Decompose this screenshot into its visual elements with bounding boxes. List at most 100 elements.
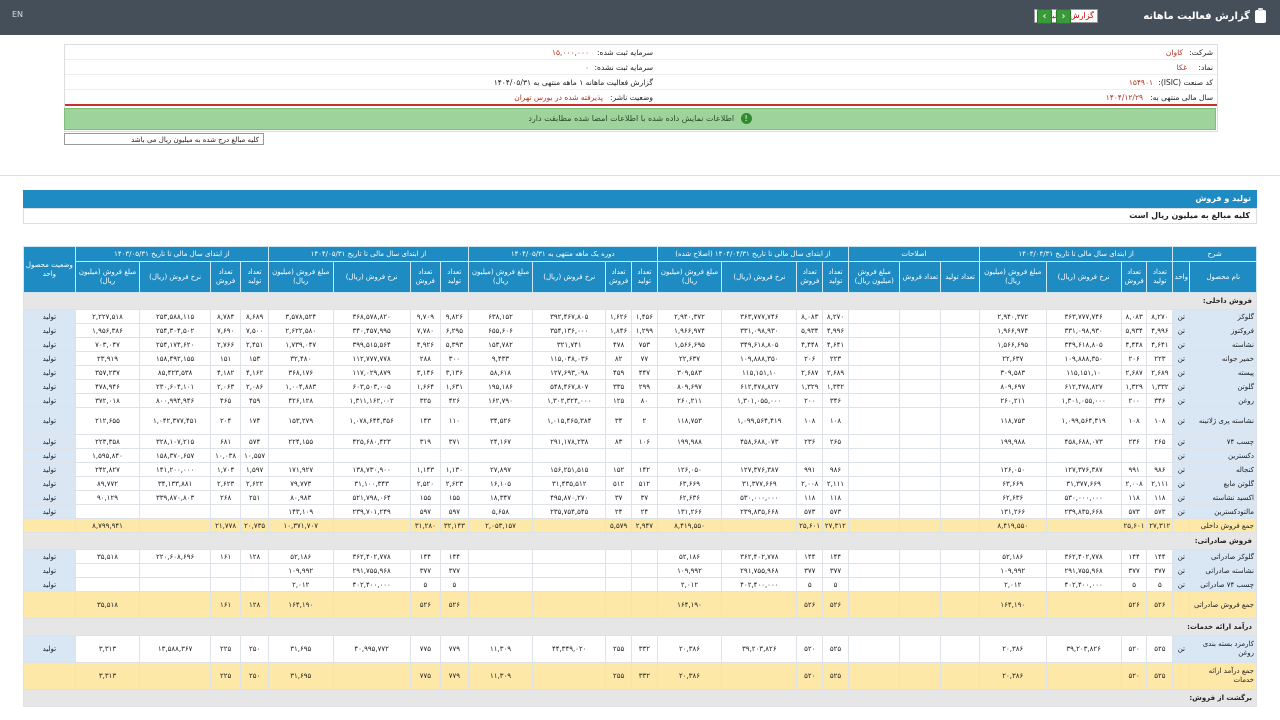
table-cell <box>847 462 901 477</box>
table-cell: ۱۱,۳۰۹ <box>467 662 534 690</box>
table-cell: ۳۷۷ <box>1120 563 1148 578</box>
table-row: گلوتن تن ۱,۳۳۲ ۱,۳۲۹ ۶۱۲,۴۷۸,۸۲۷ ۸۰۹,۶۹۷ ۱,۳۳۲… <box>23 379 1257 394</box>
table-cell: ۴۲۶ <box>439 393 469 408</box>
table-cell: ۳۷۱ <box>439 434 469 449</box>
table-cell <box>847 635 901 663</box>
table-cell <box>467 563 534 578</box>
capital-registered-label: سرمایه ثبت شده: <box>597 48 653 57</box>
table-cell <box>899 337 942 352</box>
table-cell: ۲۰,۷۳۵ <box>240 518 270 533</box>
header-period1: از ابتدای سال مالی تا تاریخ ۱۴۰۴/۰۴/۳۱ <box>978 246 1174 262</box>
table-cell <box>332 518 411 533</box>
table-cell: ۵۲۵ <box>1146 662 1174 690</box>
product-name: چسب ۷۴ صادراتی <box>1189 577 1257 592</box>
table-cell: ۲۱۲,۶۵۵ <box>74 407 141 435</box>
table-cell: ۳۲۱,۷۴۱ <box>532 337 607 352</box>
table-cell: ۳۴۹,۶۱۸,۸۰۵ <box>721 337 798 352</box>
column-header: تعداد فروش <box>1120 261 1148 293</box>
product-name: فروکتوز <box>1189 323 1257 338</box>
table-cell: ۱۱۸ <box>796 490 824 505</box>
column-header: مبلغ فروش (میلیون ریال) <box>467 261 534 293</box>
table-cell: ۴۵۹ <box>240 393 270 408</box>
table-cell: ۱۱۸ <box>1146 490 1174 505</box>
table-cell: ۱۳۱,۲۶۶ <box>978 504 1047 519</box>
table-cell: ۲۲۳,۳۵۸ <box>74 434 141 449</box>
table-cell: ۴,۱۸۲ <box>210 365 242 380</box>
table-cell: ۸,۲۷۰ <box>1146 309 1174 324</box>
product-status <box>23 591 76 619</box>
table-cell: ۳۵۷,۲۳۷ <box>74 365 141 380</box>
table-cell <box>139 504 212 519</box>
table-cell: ۲۵,۶۰۱ <box>796 518 824 533</box>
info-row: کد صنعت (ISIC): ۱۵۴۹۰۱ گزارش فعالیت ماها… <box>65 75 1217 90</box>
table-cell: ۱,۳۲۹ <box>796 379 824 394</box>
table-cell: ۱۰۸ <box>1146 407 1174 435</box>
table-row: خمیر جوانه تن ۲۲۳ ۲۰۶ ۱۰۹,۸۸۸,۳۵۰ ۲۲,۶۳۷ ۲۲۳ ۲۰… <box>23 351 1257 366</box>
language-toggle[interactable]: EN <box>12 10 24 19</box>
table-cell: ۵ <box>409 577 441 592</box>
table-cell: ۱۰۸ <box>1120 407 1148 435</box>
table-cell: ۱۴۴ <box>409 549 441 564</box>
table-cell <box>899 518 942 533</box>
table-cell: ۶۳,۶۶۹ <box>978 476 1047 491</box>
table-cell <box>940 434 980 449</box>
table-cell: ۳۶۳,۷۷۷,۷۴۶ <box>721 309 798 324</box>
table-cell: ۵۲۶ <box>822 591 849 619</box>
table-cell <box>1045 518 1122 533</box>
info-row: شرکت: کاوان سرمایه ثبت شده: ۱۵,۰۰۰,۰۰۰ <box>65 45 1217 60</box>
table-cell: ۱۶۱ <box>210 591 242 619</box>
table-cell: ۵۷۳ <box>796 504 824 519</box>
table-cell: ۵۷۳ <box>822 504 849 519</box>
table-cell <box>899 563 942 578</box>
table-cell: ۹,۷۰۹ <box>409 309 441 324</box>
table-cell: ۵۲۰ <box>1120 635 1148 663</box>
product-name: گلوتن <box>1189 379 1257 394</box>
table-cell: ۲۴ <box>630 504 658 519</box>
table-cell <box>532 591 607 619</box>
table-cell: ۳۷ <box>605 490 632 505</box>
table-cell <box>847 563 901 578</box>
product-unit: تن <box>1172 563 1191 578</box>
clipboard-icon <box>1255 8 1266 23</box>
table-cell: ۸۰۹,۶۹۷ <box>978 379 1047 394</box>
column-header: نام محصول <box>1189 261 1257 293</box>
table-cell: ۲۵۵ <box>605 635 632 663</box>
company-label: شرکت: <box>1189 48 1213 57</box>
table-cell: ۸۵,۴۲۳,۵۳۸ <box>139 365 212 380</box>
table-cell: ۲,۰۸۶ <box>240 379 270 394</box>
table-cell: ۵ <box>439 577 469 592</box>
table-cell: ۲,۹۴۷ <box>630 518 658 533</box>
product-unit: تن <box>1172 549 1191 564</box>
table-row: گلوکز تن ۸,۲۷۰ ۸,۰۸۳ ۳۶۳,۷۷۷,۷۴۶ ۲,۹۴۰,۳۷۲ ۸,۲… <box>23 309 1257 324</box>
table-cell: ۴۴۷ <box>630 365 658 380</box>
table-cell <box>847 351 901 366</box>
table-cell: ۲۳۹,۸۳۵,۶۶۸ <box>721 504 798 519</box>
table-cell: ۱۷۴ <box>240 407 270 435</box>
product-status: تولید <box>23 434 76 449</box>
table-cell: ۱,۷۳۹,۰۴۷ <box>268 337 334 352</box>
table-cell: ۱۱۰ <box>439 407 469 435</box>
table-row: نشاسته تن ۴,۶۴۱ ۴,۴۴۸ ۳۴۹,۶۱۸,۸۰۵ ۱,۵۶۶,۶۹۵ ۴,… <box>23 337 1257 352</box>
header-desc: شرح <box>1172 246 1257 262</box>
table-cell <box>899 351 942 366</box>
table-cell <box>899 323 942 338</box>
table-cell: ۲۵۴,۱۷۴,۶۲۰ <box>139 337 212 352</box>
table-row: نشاسته پری ژلاتینه تن ۱۰۸ ۱۰۸ ۱,۰۹۹,۵۶۴,۴۱۹ ۱… <box>23 407 1257 435</box>
next-button[interactable]: › <box>1056 9 1071 24</box>
amount-note-field[interactable]: کلیه مبالغ درج شده به میلیون ریال می باش… <box>64 133 264 145</box>
total-row: جمع فروش داخلی ۲۷,۳۱۲ ۲۵,۶۰۱ ۸,۴۱۹,۵۵۰ ۲۷,۳۱… <box>23 518 1257 533</box>
table-cell: ۱,۰۹۹,۵۶۴,۴۱۹ <box>1045 407 1122 435</box>
table-cell: ۴۲۶,۱۲۸ <box>268 393 334 408</box>
table-cell: ۲۳۶ <box>796 434 824 449</box>
table-cell <box>940 635 980 663</box>
column-header: نرخ فروش (ریال) <box>332 261 411 293</box>
product-status: تولید <box>23 407 76 435</box>
prev-button[interactable]: ‹ <box>1037 9 1052 24</box>
table-cell <box>439 448 469 463</box>
table-cell: ۱۹۹,۹۸۸ <box>656 434 723 449</box>
table-cell: ۱,۰۴۲,۳۷۷,۴۵۱ <box>139 407 212 435</box>
table-cell: ۱۴۴ <box>1120 549 1148 564</box>
table-cell: ۵,۹۳۴ <box>796 323 824 338</box>
table-cell <box>721 591 798 619</box>
table-cell <box>532 577 607 592</box>
